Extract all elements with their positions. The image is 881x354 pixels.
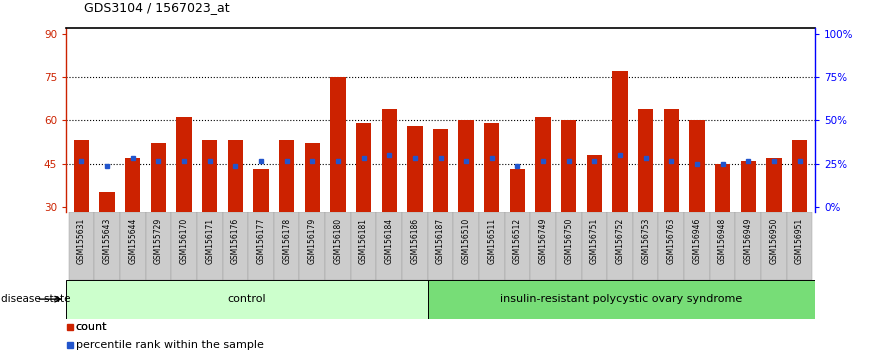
- Bar: [505, 212, 530, 280]
- Bar: [663, 109, 679, 293]
- Bar: [561, 120, 576, 293]
- Bar: [381, 109, 397, 293]
- Bar: [279, 141, 294, 293]
- Text: GSM155631: GSM155631: [77, 218, 86, 264]
- Bar: [556, 212, 581, 280]
- Bar: [125, 158, 140, 293]
- Text: GSM156181: GSM156181: [359, 218, 368, 264]
- Bar: [248, 212, 274, 280]
- Bar: [766, 158, 781, 293]
- Text: count: count: [76, 322, 107, 332]
- Bar: [223, 212, 248, 280]
- Bar: [510, 169, 525, 293]
- Bar: [433, 129, 448, 293]
- Text: GSM156177: GSM156177: [256, 218, 265, 264]
- Bar: [66, 280, 427, 319]
- Text: GSM155643: GSM155643: [102, 218, 112, 264]
- Text: percentile rank within the sample: percentile rank within the sample: [76, 340, 263, 350]
- Bar: [145, 212, 171, 280]
- Text: GSM156510: GSM156510: [462, 218, 470, 264]
- Bar: [736, 212, 761, 280]
- Bar: [356, 123, 371, 293]
- Text: GSM156187: GSM156187: [436, 218, 445, 264]
- Text: GSM156184: GSM156184: [385, 218, 394, 264]
- Text: GDS3104 / 1567023_at: GDS3104 / 1567023_at: [84, 1, 229, 14]
- Bar: [710, 212, 736, 280]
- Bar: [427, 280, 815, 319]
- Bar: [227, 141, 243, 293]
- Text: control: control: [227, 294, 266, 304]
- Text: GSM156950: GSM156950: [769, 218, 779, 264]
- Text: GSM156948: GSM156948: [718, 218, 727, 264]
- Text: disease state: disease state: [1, 294, 70, 304]
- Bar: [427, 212, 454, 280]
- Bar: [74, 141, 89, 293]
- Text: count: count: [76, 322, 107, 332]
- Bar: [454, 212, 479, 280]
- Text: GSM155644: GSM155644: [129, 218, 137, 264]
- Bar: [100, 192, 115, 293]
- Bar: [458, 120, 474, 293]
- Text: GSM156176: GSM156176: [231, 218, 240, 264]
- Bar: [792, 141, 807, 293]
- Text: GSM156179: GSM156179: [307, 218, 317, 264]
- Bar: [484, 123, 500, 293]
- Bar: [176, 118, 192, 293]
- Bar: [761, 212, 787, 280]
- Bar: [274, 212, 300, 280]
- Bar: [376, 212, 402, 280]
- Bar: [202, 141, 218, 293]
- Text: GSM156951: GSM156951: [795, 218, 804, 264]
- Text: GSM156751: GSM156751: [590, 218, 599, 264]
- Bar: [120, 212, 145, 280]
- Text: GSM156752: GSM156752: [616, 218, 625, 264]
- Text: GSM156186: GSM156186: [411, 218, 419, 264]
- Bar: [300, 212, 325, 280]
- Bar: [171, 212, 196, 280]
- Text: GSM156749: GSM156749: [538, 218, 548, 264]
- Bar: [94, 212, 120, 280]
- Bar: [325, 212, 351, 280]
- Bar: [787, 212, 812, 280]
- Bar: [607, 212, 633, 280]
- Bar: [612, 72, 627, 293]
- Bar: [351, 212, 376, 280]
- Bar: [196, 212, 223, 280]
- Bar: [530, 212, 556, 280]
- Text: GSM156512: GSM156512: [513, 218, 522, 264]
- Text: GSM156170: GSM156170: [180, 218, 189, 264]
- Bar: [658, 212, 685, 280]
- Text: GSM156750: GSM156750: [564, 218, 574, 264]
- Text: GSM155729: GSM155729: [154, 218, 163, 264]
- Bar: [407, 126, 423, 293]
- Bar: [330, 77, 345, 293]
- Bar: [689, 120, 705, 293]
- Bar: [638, 109, 654, 293]
- Bar: [254, 169, 269, 293]
- Text: GSM156180: GSM156180: [333, 218, 343, 264]
- Text: insulin-resistant polycystic ovary syndrome: insulin-resistant polycystic ovary syndr…: [500, 294, 743, 304]
- Bar: [633, 212, 658, 280]
- Bar: [685, 212, 710, 280]
- Text: GSM156511: GSM156511: [487, 218, 496, 264]
- Bar: [402, 212, 427, 280]
- Bar: [305, 143, 320, 293]
- Bar: [536, 118, 551, 293]
- Bar: [714, 164, 730, 293]
- Text: GSM156946: GSM156946: [692, 218, 701, 264]
- Text: GSM156178: GSM156178: [282, 218, 291, 264]
- Bar: [479, 212, 505, 280]
- Text: GSM156753: GSM156753: [641, 218, 650, 264]
- Bar: [151, 143, 167, 293]
- Bar: [69, 212, 94, 280]
- Bar: [587, 155, 602, 293]
- Text: GSM156763: GSM156763: [667, 218, 676, 264]
- Bar: [741, 161, 756, 293]
- Bar: [581, 212, 607, 280]
- Text: GSM156171: GSM156171: [205, 218, 214, 264]
- Text: GSM156949: GSM156949: [744, 218, 752, 264]
